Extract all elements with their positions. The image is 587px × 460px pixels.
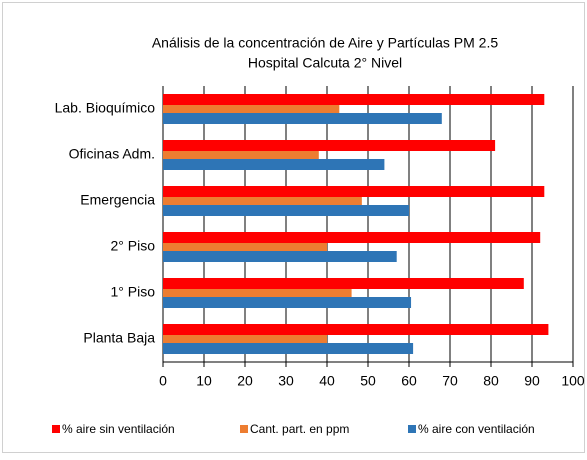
bar xyxy=(163,232,541,243)
bar xyxy=(163,335,327,343)
x-tick-label: 70 xyxy=(442,373,458,389)
y-tick-label: Emergencia xyxy=(80,192,155,208)
x-tick-label: 20 xyxy=(237,373,253,389)
bar xyxy=(163,140,496,151)
bar xyxy=(163,278,524,289)
legend-swatch xyxy=(52,425,60,433)
bar xyxy=(163,105,340,113)
bar xyxy=(163,289,352,297)
x-tick-label: 80 xyxy=(483,373,499,389)
bar xyxy=(163,243,327,251)
bar xyxy=(163,151,319,159)
x-tick-label: 50 xyxy=(360,373,376,389)
x-tick-label: 40 xyxy=(319,373,335,389)
bar xyxy=(163,343,414,354)
x-tick-label: 90 xyxy=(524,373,540,389)
bar xyxy=(163,94,545,105)
bar xyxy=(163,324,549,335)
x-tick-label: 30 xyxy=(278,373,294,389)
legend-label: Cant. part. en ppm xyxy=(250,422,349,436)
chart-subtitle: Hospital Calcuta 2° Nivel xyxy=(248,55,402,71)
legend-label: % aire sin ventilación xyxy=(62,422,175,436)
x-tick-label: 0 xyxy=(159,373,167,389)
y-tick-label: Planta Baja xyxy=(83,330,155,346)
y-tick-label: 2° Piso xyxy=(110,238,155,254)
legend-swatch xyxy=(408,425,416,433)
bar xyxy=(163,113,442,124)
legend-label: % aire con ventilación xyxy=(418,422,535,436)
chart-title: Análisis de la concentración de Aire y P… xyxy=(152,35,499,51)
bar xyxy=(163,205,409,216)
chart-border xyxy=(2,2,585,453)
bar xyxy=(163,159,385,170)
legend-swatch xyxy=(240,425,248,433)
x-tick-label: 60 xyxy=(401,373,417,389)
bar xyxy=(163,297,412,308)
y-tick-label: 1° Piso xyxy=(110,284,155,300)
bar xyxy=(163,186,545,197)
x-tick-label: 10 xyxy=(196,373,212,389)
bar xyxy=(163,251,397,262)
bar xyxy=(163,197,362,205)
x-tick-label: 100 xyxy=(561,373,585,389)
y-tick-label: Oficinas Adm. xyxy=(69,146,155,162)
y-tick-label: Lab. Bioquímico xyxy=(55,100,156,116)
